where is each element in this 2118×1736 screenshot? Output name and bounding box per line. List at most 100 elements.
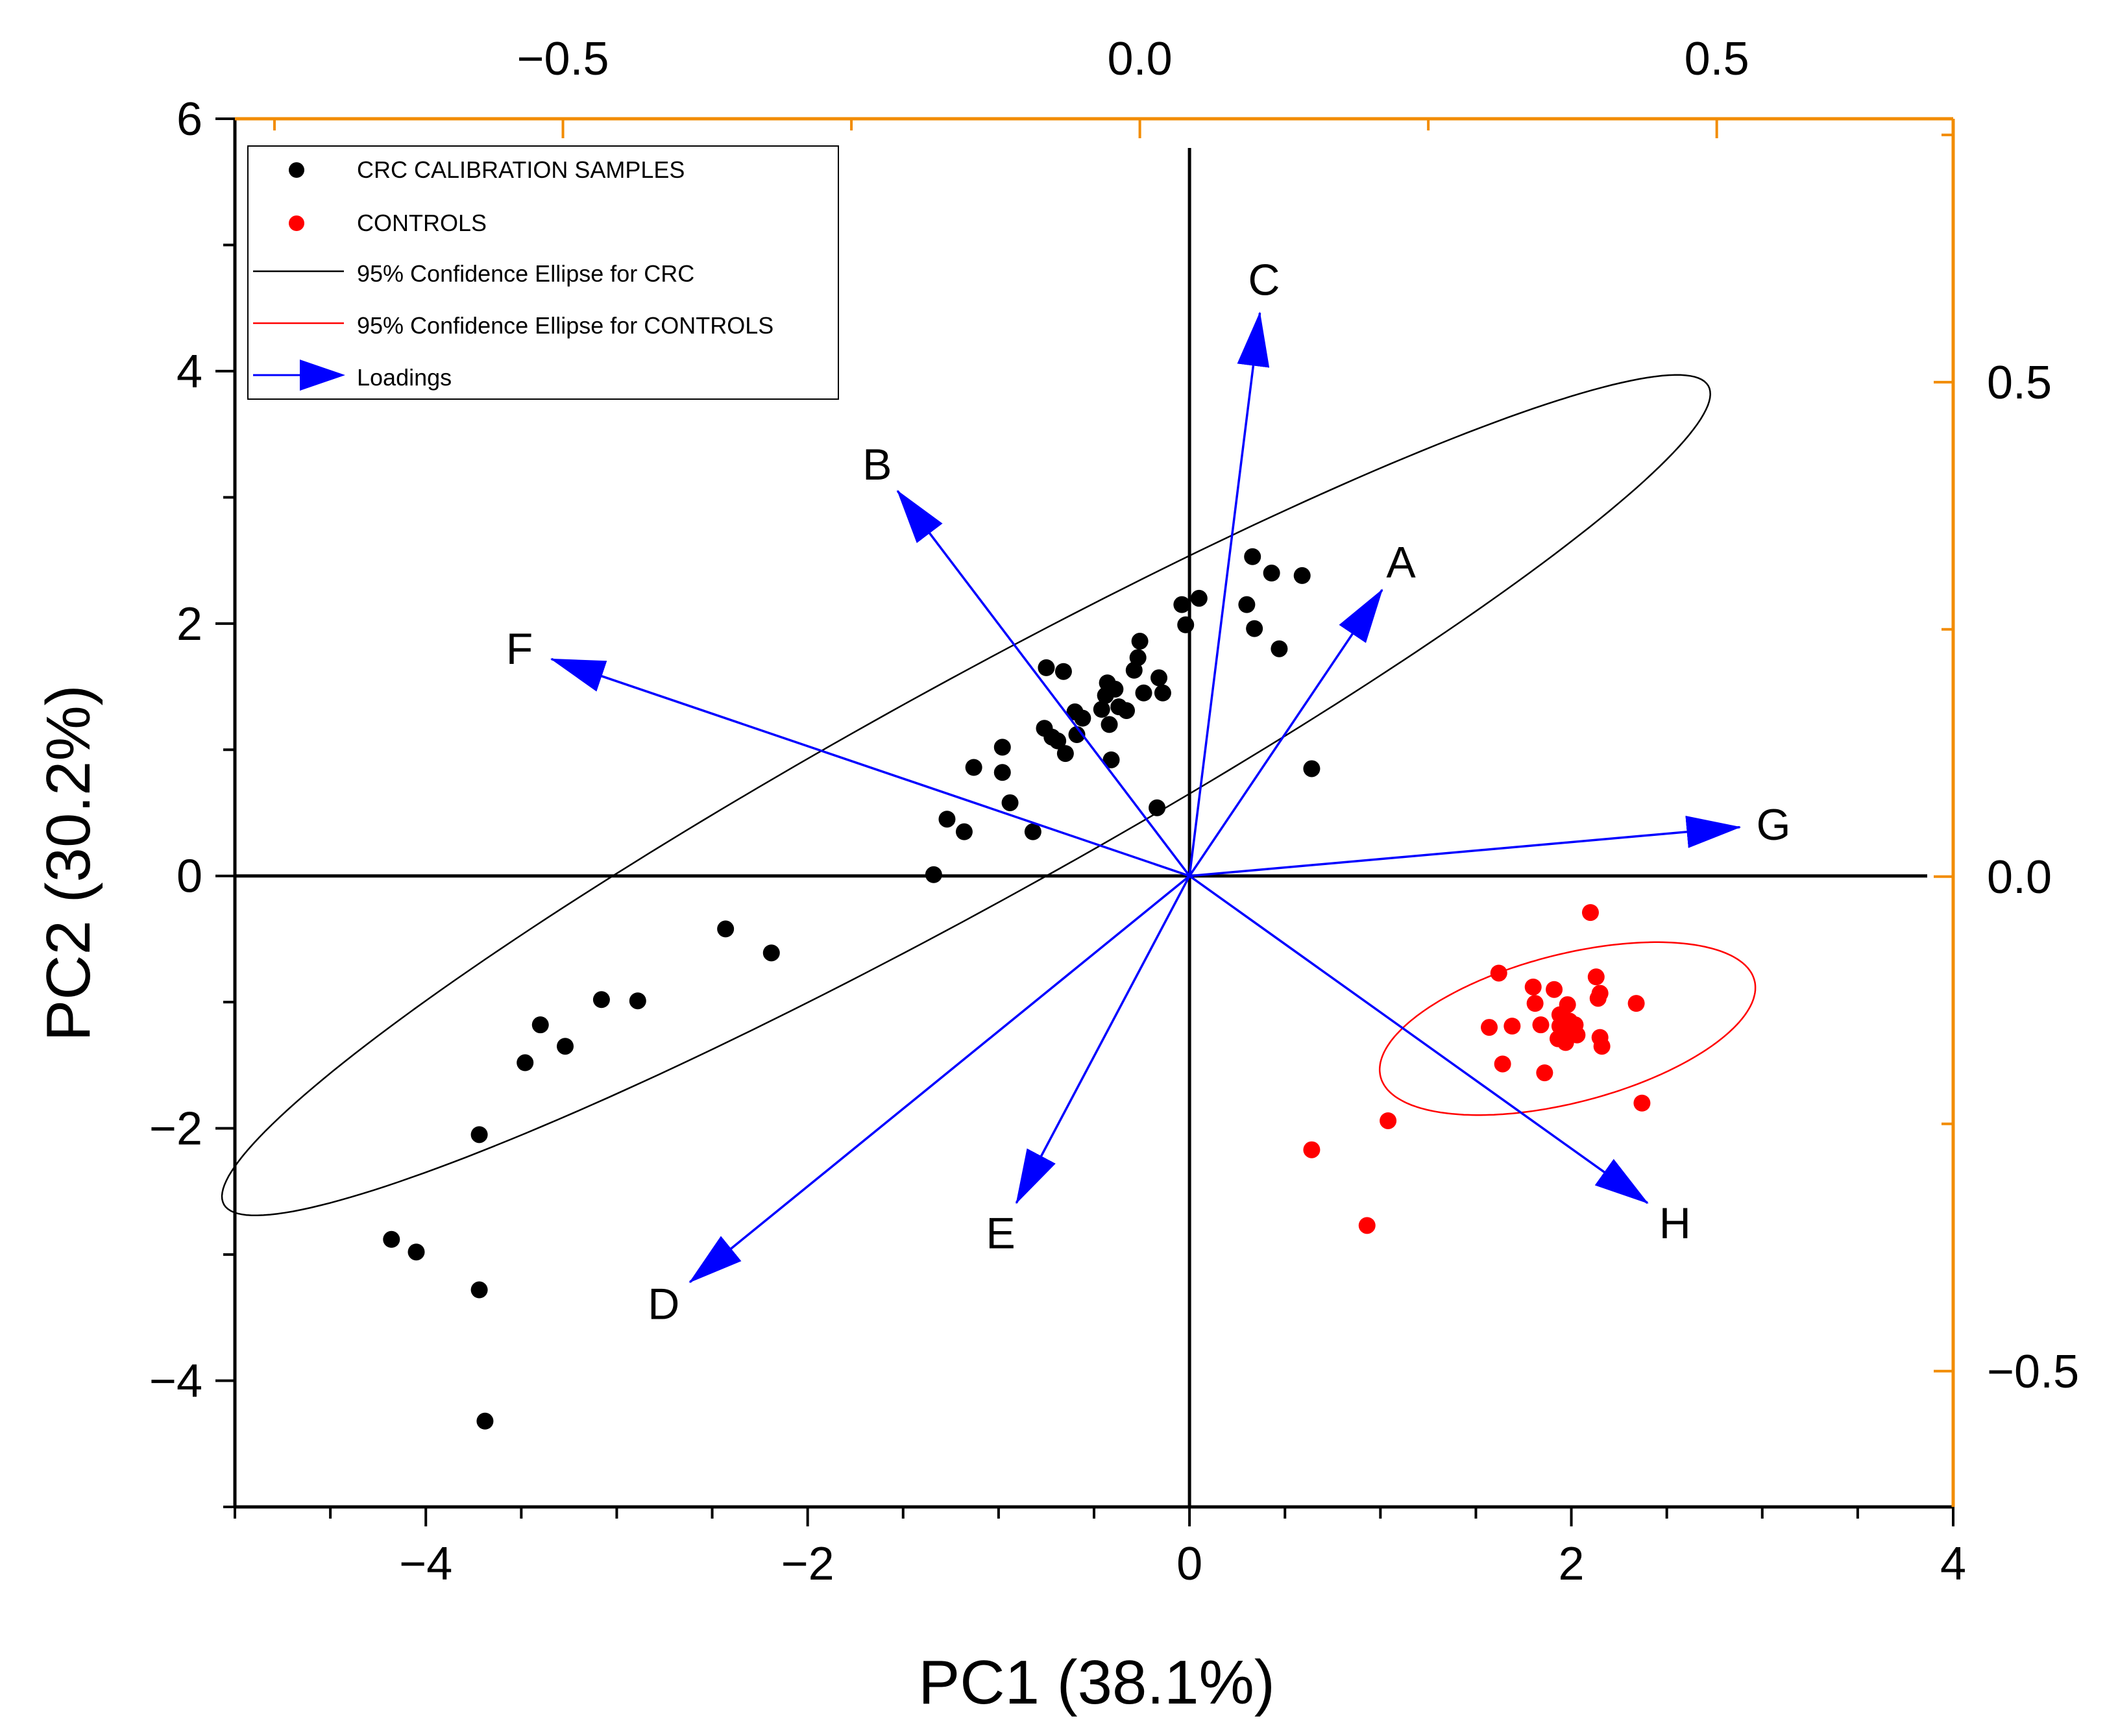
loading-arrow-e <box>1015 875 1191 1204</box>
crc-sample-point <box>1024 823 1041 840</box>
loading-label-h: H <box>1659 1199 1691 1248</box>
loading-label-c: C <box>1248 256 1280 305</box>
crc-sample-point <box>408 1243 425 1261</box>
x-axis-title: PC1 (38.1%) <box>918 1648 1275 1717</box>
legend-label: CONTROLS <box>357 210 487 236</box>
y-axis-title: PC2 (30.2%) <box>34 685 103 1042</box>
loading-arrow-g <box>1189 815 1742 877</box>
control-sample-point <box>1593 1038 1611 1055</box>
legend-label: Loadings <box>357 364 452 391</box>
x-tick-label: −2 <box>781 1538 834 1590</box>
crc-sample-point <box>383 1230 400 1248</box>
crc-sample-point <box>717 920 735 938</box>
legend-box <box>247 145 839 400</box>
crc-sample-point <box>470 1126 488 1143</box>
legend-label: 95% Confidence Ellipse for CONTROLS <box>357 312 773 339</box>
control-sample-point <box>1581 904 1599 922</box>
y-tick-label: 2 <box>176 598 202 650</box>
crc-sample-point <box>955 823 973 840</box>
loading-vectors: A B C D E F G H <box>506 256 1791 1329</box>
loading-arrow-a <box>1188 589 1383 877</box>
loading-arrow-c <box>1188 312 1270 876</box>
x-tick-label: 0 <box>1176 1538 1202 1590</box>
y-tick-label: 0 <box>176 851 202 903</box>
crc-sample-point <box>1244 548 1261 565</box>
crc-sample-point <box>1154 684 1171 702</box>
loading-label-f: F <box>506 624 533 674</box>
crc-sample-point <box>1271 640 1288 657</box>
control-sample-point <box>1536 1064 1553 1082</box>
top-tick-label: 0.5 <box>1685 33 1749 85</box>
crc-sample-point <box>1102 751 1120 768</box>
control-sample-point <box>1559 996 1576 1014</box>
loading-label-g: G <box>1757 800 1791 850</box>
loading-arrow-f <box>550 657 1190 877</box>
control-sample-point <box>1481 1019 1498 1036</box>
control-sample-point <box>1380 1112 1397 1129</box>
y-tick-label: −4 <box>149 1356 202 1408</box>
legend-dot-symbol <box>289 215 304 231</box>
crc-sample-point <box>592 991 610 1009</box>
legend: CRC CALIBRATION SAMPLES CONTROLS 95% Confi… <box>247 145 839 400</box>
y-tick-label: 6 <box>176 93 202 145</box>
x-tick-label: 2 <box>1559 1538 1585 1590</box>
legend-arrow-head <box>300 360 345 391</box>
crc-sample-point <box>1068 726 1086 743</box>
control-sample-point <box>1627 995 1645 1012</box>
legend-label: CRC CALIBRATION SAMPLES <box>357 156 685 183</box>
crc-sample-point <box>1054 663 1072 680</box>
legend-label: 95% Confidence Ellipse for CRC <box>357 260 694 287</box>
crc-sample-point <box>1293 567 1311 584</box>
controls-confidence-ellipse <box>1378 941 1757 1116</box>
control-sample-point <box>1526 995 1544 1012</box>
legend-dot-symbol <box>289 162 304 178</box>
sample-points <box>383 548 1651 1430</box>
crc-sample-point <box>965 759 982 776</box>
control-sample-point <box>1358 1217 1376 1234</box>
control-sample-point <box>1532 1016 1550 1034</box>
crc-sample-point <box>1303 760 1321 777</box>
crc-sample-point <box>517 1054 534 1071</box>
control-sample-point <box>1568 1026 1586 1044</box>
crc-sample-point <box>993 764 1011 781</box>
crc-sample-point <box>762 944 780 962</box>
x-tick-label: −4 <box>399 1538 452 1590</box>
loading-label-e: E <box>986 1209 1015 1258</box>
control-sample-point <box>1490 964 1507 982</box>
crc-sample-point <box>1190 589 1208 607</box>
right-tick-label: 0.5 <box>1987 357 2052 409</box>
control-sample-point <box>1524 978 1542 996</box>
loading-label-d: D <box>648 1279 679 1328</box>
control-sample-point <box>1587 968 1605 986</box>
x-tick-label: 4 <box>1940 1538 1966 1590</box>
crc-sample-point <box>1093 701 1110 718</box>
axes <box>215 117 1955 1526</box>
loading-arrow-d <box>688 875 1191 1283</box>
crc-sample-point <box>1118 702 1136 719</box>
loading-arrow-h <box>1189 875 1649 1204</box>
crc-sample-point <box>938 811 956 828</box>
loading-arrow-b <box>896 489 1191 877</box>
crc-sample-point <box>531 1016 549 1034</box>
crc-sample-point <box>1129 649 1147 666</box>
top-tick-label: −0.5 <box>517 33 609 85</box>
crc-sample-point <box>1038 659 1055 676</box>
crc-sample-point <box>1056 745 1074 763</box>
crc-sample-point <box>1173 596 1191 613</box>
crc-sample-point <box>1101 716 1118 733</box>
crc-sample-point <box>1246 620 1263 637</box>
crc-confidence-ellipse <box>221 374 1711 1217</box>
crc-sample-point <box>1238 596 1256 613</box>
crc-sample-point <box>629 992 646 1010</box>
control-sample-point <box>1633 1094 1651 1112</box>
crc-sample-point <box>1131 633 1149 650</box>
crc-sample-point <box>1263 565 1280 582</box>
y-tick-label: −2 <box>149 1103 202 1155</box>
crc-sample-point <box>1135 684 1152 702</box>
control-sample-point <box>1494 1055 1511 1073</box>
loading-label-a: A <box>1386 538 1416 587</box>
y-tick-label: 4 <box>176 346 202 398</box>
crc-sample-point <box>993 739 1011 756</box>
crc-sample-point <box>476 1412 494 1430</box>
